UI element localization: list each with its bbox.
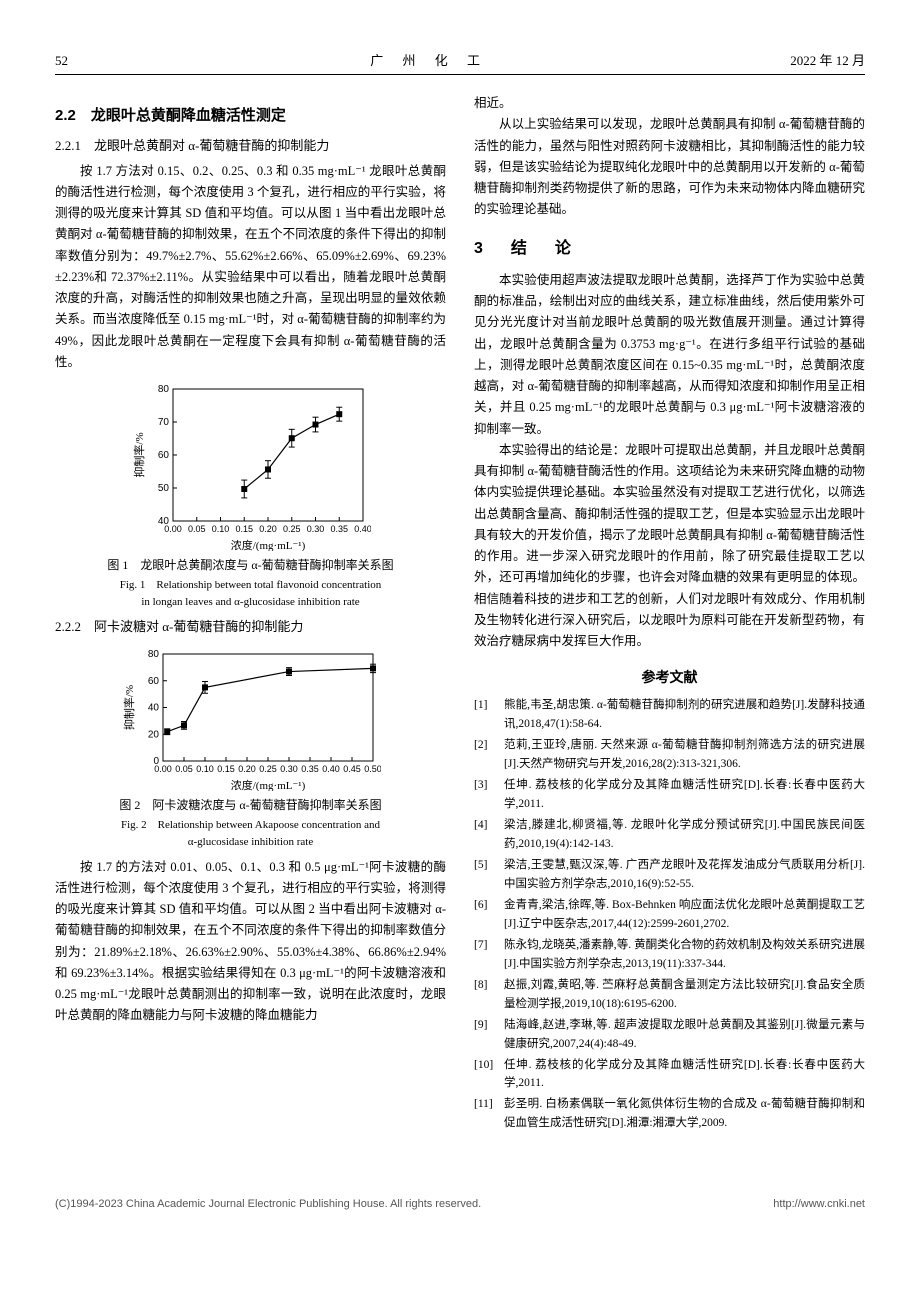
reference-item: [4]梁洁,滕建北,柳贤福,等. 龙眼叶化学成分预试研究[J].中国民族民间医药… [474,816,865,854]
svg-text:0.50: 0.50 [364,764,381,774]
reference-text: 梁洁,滕建北,柳贤福,等. 龙眼叶化学成分预试研究[J].中国民族民间医药,20… [504,816,865,854]
reference-number: [8] [474,976,504,1014]
reference-number: [3] [474,776,504,814]
figure-1-caption-en-2: in longan leaves and α-glucosidase inhib… [55,595,446,610]
reference-number: [1] [474,696,504,734]
svg-text:0.20: 0.20 [238,764,256,774]
reference-item: [1]熊能,韦圣,胡忠策. α-葡萄糖苷酶抑制剂的研究进展和趋势[J].发酵科技… [474,696,865,734]
reference-number: [9] [474,1016,504,1054]
svg-text:0.30: 0.30 [306,524,324,534]
continuation-line: 相近。 [474,93,865,114]
copyright-text: (C)1994-2023 China Academic Journal Elec… [55,1195,481,1214]
section-3-heading: 3 结 论 [474,235,865,262]
reference-item: [6]金青青,梁洁,徐晖,等. Box-Behnken 响应面法优化龙眼叶总黄酮… [474,896,865,934]
discussion-paragraph: 从以上实验结果可以发现，龙眼叶总黄酮具有抑制 α-葡萄糖苷酶的活性的能力，虽然与… [474,114,865,220]
reference-text: 熊能,韦圣,胡忠策. α-葡萄糖苷酶抑制剂的研究进展和趋势[J].发酵科技通讯,… [504,696,865,734]
figure-1-chart: 40506070800.000.050.100.150.200.250.300.… [131,381,371,551]
right-column: 相近。 从以上实验结果可以发现，龙眼叶总黄酮具有抑制 α-葡萄糖苷酶的活性的能力… [474,93,865,1135]
reference-text: 金青青,梁洁,徐晖,等. Box-Behnken 响应面法优化龙眼叶总黄酮提取工… [504,896,865,934]
reference-number: [10] [474,1056,504,1094]
svg-text:70: 70 [157,417,169,428]
svg-text:0.25: 0.25 [259,764,277,774]
svg-text:0.45: 0.45 [343,764,361,774]
reference-text: 范莉,王亚玲,唐丽. 天然来源 α-葡萄糖苷酶抑制剂筛选方法的研究进展[J].天… [504,736,865,774]
svg-text:0.05: 0.05 [187,524,205,534]
svg-text:0.35: 0.35 [301,764,319,774]
svg-text:0.40: 0.40 [354,524,371,534]
reference-number: [11] [474,1095,504,1133]
subsection-2-2-1-heading: 2.2.1 龙眼叶总黄酮对 α-葡萄糖苷酶的抑制能力 [55,135,446,157]
svg-text:80: 80 [157,384,169,395]
conclusion-p1: 本实验使用超声波法提取龙眼叶总黄酮，选择芦丁作为实验中总黄酮的标准品，绘制出对应… [474,270,865,440]
reference-text: 任坤. 荔枝核的化学成分及其降血糖活性研究[D].长春:长春中医药大学,2011… [504,776,865,814]
cnki-url: http://www.cnki.net [773,1195,865,1214]
svg-text:60: 60 [157,450,169,461]
svg-text:50: 50 [157,483,169,494]
conclusion-p2: 本实验得出的结论是：龙眼叶可提取出总黄酮，并且龙眼叶总黄酮具有抑制 α-葡萄糖苷… [474,440,865,653]
journal-name: 广 州 化 工 [370,50,488,72]
references-list: [1]熊能,韦圣,胡忠策. α-葡萄糖苷酶抑制剂的研究进展和趋势[J].发酵科技… [474,696,865,1133]
paragraph-2-2-1: 按 1.7 方法对 0.15、0.2、0.25、0.3 和 0.35 mg·mL… [55,161,446,374]
svg-text:0.15: 0.15 [235,524,253,534]
reference-item: [9]陆海峰,赵进,李琳,等. 超声波提取龙眼叶总黄酮及其鉴别[J].微量元素与… [474,1016,865,1054]
svg-text:0.10: 0.10 [196,764,214,774]
reference-number: [2] [474,736,504,774]
reference-item: [8]赵振,刘霞,黄昭,等. 苎麻籽总黄酮含量测定方法比较研究[J].食品安全质… [474,976,865,1014]
reference-text: 陈永钧,龙晓英,潘素静,等. 黄酮类化合物的药效机制及构效关系研究进展[J].中… [504,936,865,974]
section-2-2-heading: 2.2 龙眼叶总黄酮降血糖活性测定 [55,103,446,129]
svg-text:0.00: 0.00 [154,764,172,774]
issue-date: 2022 年 12 月 [790,50,865,72]
svg-text:浓度/(mg·mL⁻¹): 浓度/(mg·mL⁻¹) [230,778,305,791]
figure-2: 0204060800.000.050.100.150.200.250.300.3… [55,646,446,850]
subsection-2-2-2-heading: 2.2.2 阿卡波糖对 α-葡萄糖苷酶的抑制能力 [55,616,446,638]
left-column: 2.2 龙眼叶总黄酮降血糖活性测定 2.2.1 龙眼叶总黄酮对 α-葡萄糖苷酶的… [55,93,446,1135]
figure-2-caption-en-2: α-glucosidase inhibition rate [55,835,446,850]
reference-item: [11]彭圣明. 白杨素偶联一氧化氮供体衍生物的合成及 α-葡萄糖苷酶抑制和促血… [474,1095,865,1133]
reference-number: [7] [474,936,504,974]
reference-text: 任坤. 荔枝核的化学成分及其降血糖活性研究[D].长春:长春中医药大学,2011… [504,1056,865,1094]
svg-text:40: 40 [147,703,159,714]
svg-text:0.25: 0.25 [282,524,300,534]
reference-item: [3]任坤. 荔枝核的化学成分及其降血糖活性研究[D].长春:长春中医药大学,2… [474,776,865,814]
svg-text:60: 60 [147,676,159,687]
reference-item: [10]任坤. 荔枝核的化学成分及其降血糖活性研究[D].长春:长春中医药大学,… [474,1056,865,1094]
figure-2-chart: 0204060800.000.050.100.150.200.250.300.3… [121,646,381,791]
reference-number: [5] [474,856,504,894]
svg-text:20: 20 [147,730,159,741]
figure-1-caption-cn: 图 1 龙眼叶总黄酮浓度与 α-葡萄糖苷酶抑制率关系图 [55,555,446,575]
two-column-layout: 2.2 龙眼叶总黄酮降血糖活性测定 2.2.1 龙眼叶总黄酮对 α-葡萄糖苷酶的… [55,93,865,1135]
reference-text: 赵振,刘霞,黄昭,等. 苎麻籽总黄酮含量测定方法比较研究[J].食品安全质量检测… [504,976,865,1014]
svg-text:0.15: 0.15 [217,764,235,774]
reference-item: [2]范莉,王亚玲,唐丽. 天然来源 α-葡萄糖苷酶抑制剂筛选方法的研究进展[J… [474,736,865,774]
svg-text:抑制率/%: 抑制率/% [132,433,146,478]
figure-1-caption-en-1: Fig. 1 Relationship between total flavon… [55,578,446,593]
page-number: 52 [55,50,68,72]
page-header: 52 广 州 化 工 2022 年 12 月 [55,50,865,75]
svg-text:0.10: 0.10 [211,524,229,534]
svg-text:0.20: 0.20 [259,524,277,534]
svg-text:抑制率/%: 抑制率/% [122,685,136,730]
figure-2-caption-cn: 图 2 阿卡波糖浓度与 α-葡萄糖苷酶抑制率关系图 [55,795,446,815]
svg-text:80: 80 [147,649,159,660]
figure-1: 40506070800.000.050.100.150.200.250.300.… [55,381,446,610]
reference-item: [7]陈永钧,龙晓英,潘素静,等. 黄酮类化合物的药效机制及构效关系研究进展[J… [474,936,865,974]
svg-text:0.30: 0.30 [280,764,298,774]
svg-text:0.05: 0.05 [175,764,193,774]
reference-number: [6] [474,896,504,934]
svg-text:0.35: 0.35 [330,524,348,534]
reference-text: 陆海峰,赵进,李琳,等. 超声波提取龙眼叶总黄酮及其鉴别[J].微量元素与健康研… [504,1016,865,1054]
svg-text:浓度/(mg·mL⁻¹): 浓度/(mg·mL⁻¹) [230,538,305,551]
reference-number: [4] [474,816,504,854]
reference-text: 梁洁,王雯慧,甄汉深,等. 广西产龙眼叶及花挥发油成分气质联用分析[J].中国实… [504,856,865,894]
references-title: 参考文献 [474,666,865,690]
reference-item: [5]梁洁,王雯慧,甄汉深,等. 广西产龙眼叶及花挥发油成分气质联用分析[J].… [474,856,865,894]
figure-2-caption-en-1: Fig. 2 Relationship between Akapoose con… [55,818,446,833]
svg-text:0.00: 0.00 [164,524,182,534]
page-footer: (C)1994-2023 China Academic Journal Elec… [55,1195,865,1214]
reference-text: 彭圣明. 白杨素偶联一氧化氮供体衍生物的合成及 α-葡萄糖苷酶抑制和促血管生成活… [504,1095,865,1133]
paragraph-2-2-2: 按 1.7 的方法对 0.01、0.05、0.1、0.3 和 0.5 μg·mL… [55,857,446,1027]
svg-text:0.40: 0.40 [322,764,340,774]
